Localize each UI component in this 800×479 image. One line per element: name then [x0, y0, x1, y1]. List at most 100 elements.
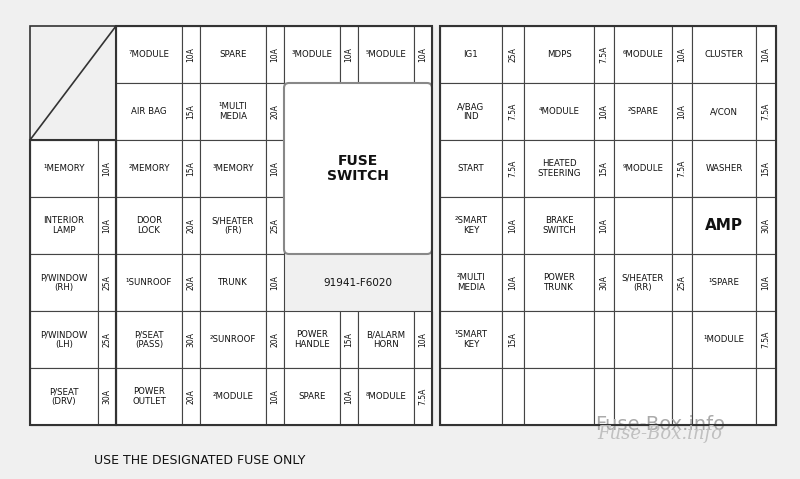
Bar: [182, 26, 200, 83]
Text: 20A: 20A: [186, 389, 195, 404]
Text: AMP: AMP: [714, 221, 734, 230]
Bar: [200, 83, 266, 140]
Bar: [340, 368, 358, 425]
Text: 20A: 20A: [270, 332, 279, 347]
Bar: [502, 368, 524, 425]
Bar: [200, 26, 266, 83]
Text: ²MEMORY: ²MEMORY: [128, 164, 170, 173]
Text: POWER
HANDLE: POWER HANDLE: [294, 330, 330, 349]
Bar: [98, 368, 116, 425]
Bar: [116, 368, 182, 425]
Text: START: START: [458, 164, 484, 173]
Text: 15A: 15A: [509, 332, 518, 347]
Bar: [594, 368, 614, 425]
Bar: [98, 311, 116, 368]
Text: 25A: 25A: [678, 275, 686, 290]
Bar: [614, 254, 672, 311]
Text: 7.5A: 7.5A: [509, 103, 518, 120]
Text: HEATED
STEERING: HEATED STEERING: [538, 159, 581, 178]
Text: POWER
OUTLET: POWER OUTLET: [132, 387, 166, 406]
Text: ¹MODULE: ¹MODULE: [703, 335, 745, 344]
Bar: [692, 254, 756, 311]
Text: USE THE DESIGNATED FUSE ONLY: USE THE DESIGNATED FUSE ONLY: [94, 455, 306, 468]
Text: 30A: 30A: [186, 332, 195, 347]
Text: 91941-F6020: 91941-F6020: [323, 277, 393, 287]
Text: 30A: 30A: [102, 389, 111, 404]
Bar: [440, 254, 502, 311]
Bar: [672, 368, 692, 425]
Bar: [116, 140, 182, 197]
Bar: [502, 26, 524, 83]
Text: 7.5A: 7.5A: [599, 46, 609, 63]
Bar: [266, 311, 284, 368]
Bar: [614, 140, 672, 197]
Bar: [594, 311, 614, 368]
Text: BRAKE
SWITCH: BRAKE SWITCH: [542, 216, 576, 235]
Bar: [614, 197, 672, 254]
Text: ⁸MODULE: ⁸MODULE: [366, 392, 406, 401]
Text: Fuse-Box.info: Fuse-Box.info: [595, 414, 725, 433]
Bar: [672, 140, 692, 197]
Text: 10A: 10A: [345, 47, 354, 62]
Bar: [440, 26, 502, 83]
Bar: [98, 140, 116, 197]
Text: 30A: 30A: [762, 218, 770, 233]
Bar: [116, 26, 182, 83]
Bar: [502, 140, 524, 197]
Bar: [284, 26, 340, 83]
Bar: [692, 368, 756, 425]
Bar: [440, 197, 502, 254]
Bar: [756, 197, 776, 254]
Text: 15A: 15A: [186, 104, 195, 119]
Bar: [414, 311, 432, 368]
Bar: [756, 140, 776, 197]
Text: 10A: 10A: [418, 332, 427, 347]
Bar: [672, 26, 692, 83]
Bar: [502, 311, 524, 368]
FancyBboxPatch shape: [284, 83, 432, 254]
Text: 7.5A: 7.5A: [418, 388, 427, 405]
Bar: [182, 197, 200, 254]
Bar: [440, 368, 502, 425]
Text: 30A: 30A: [599, 275, 609, 290]
Polygon shape: [30, 26, 116, 140]
Text: A/CON: A/CON: [710, 107, 738, 116]
Text: 10A: 10A: [270, 275, 279, 290]
Bar: [182, 311, 200, 368]
Bar: [200, 254, 266, 311]
Text: 20A: 20A: [270, 104, 279, 119]
Text: 25A: 25A: [102, 275, 111, 290]
Bar: [200, 311, 266, 368]
Text: ²SMART
KEY: ²SMART KEY: [454, 216, 487, 235]
Text: S/HEATER
(RR): S/HEATER (RR): [622, 273, 664, 292]
Bar: [414, 26, 432, 83]
Text: P/SEAT
(DRV): P/SEAT (DRV): [50, 387, 78, 406]
Text: CLUSTER: CLUSTER: [705, 50, 743, 59]
Text: ²MODULE: ²MODULE: [213, 392, 254, 401]
Text: 15A: 15A: [599, 161, 609, 176]
Bar: [30, 140, 98, 197]
Bar: [756, 83, 776, 140]
Text: 7.5A: 7.5A: [762, 103, 770, 120]
Bar: [524, 83, 594, 140]
Bar: [672, 254, 692, 311]
Bar: [756, 311, 776, 368]
Text: 10A: 10A: [270, 389, 279, 404]
Text: ¹SPARE: ¹SPARE: [709, 278, 739, 287]
Bar: [182, 140, 200, 197]
Text: AMP: AMP: [705, 218, 743, 233]
Text: 10A: 10A: [509, 275, 518, 290]
Text: 7.5A: 7.5A: [678, 160, 686, 177]
Bar: [200, 368, 266, 425]
Text: INTERIOR
LAMP: INTERIOR LAMP: [43, 216, 85, 235]
Text: 7.5A: 7.5A: [762, 331, 770, 348]
Text: ⁶MODULE: ⁶MODULE: [622, 50, 663, 59]
Bar: [182, 83, 200, 140]
Bar: [284, 368, 340, 425]
Bar: [692, 311, 756, 368]
Bar: [182, 368, 200, 425]
Text: ¹MEMORY: ¹MEMORY: [43, 164, 85, 173]
Bar: [30, 368, 98, 425]
Text: ²MULTI
MEDIA: ²MULTI MEDIA: [457, 273, 486, 292]
Text: SPARE: SPARE: [298, 392, 326, 401]
